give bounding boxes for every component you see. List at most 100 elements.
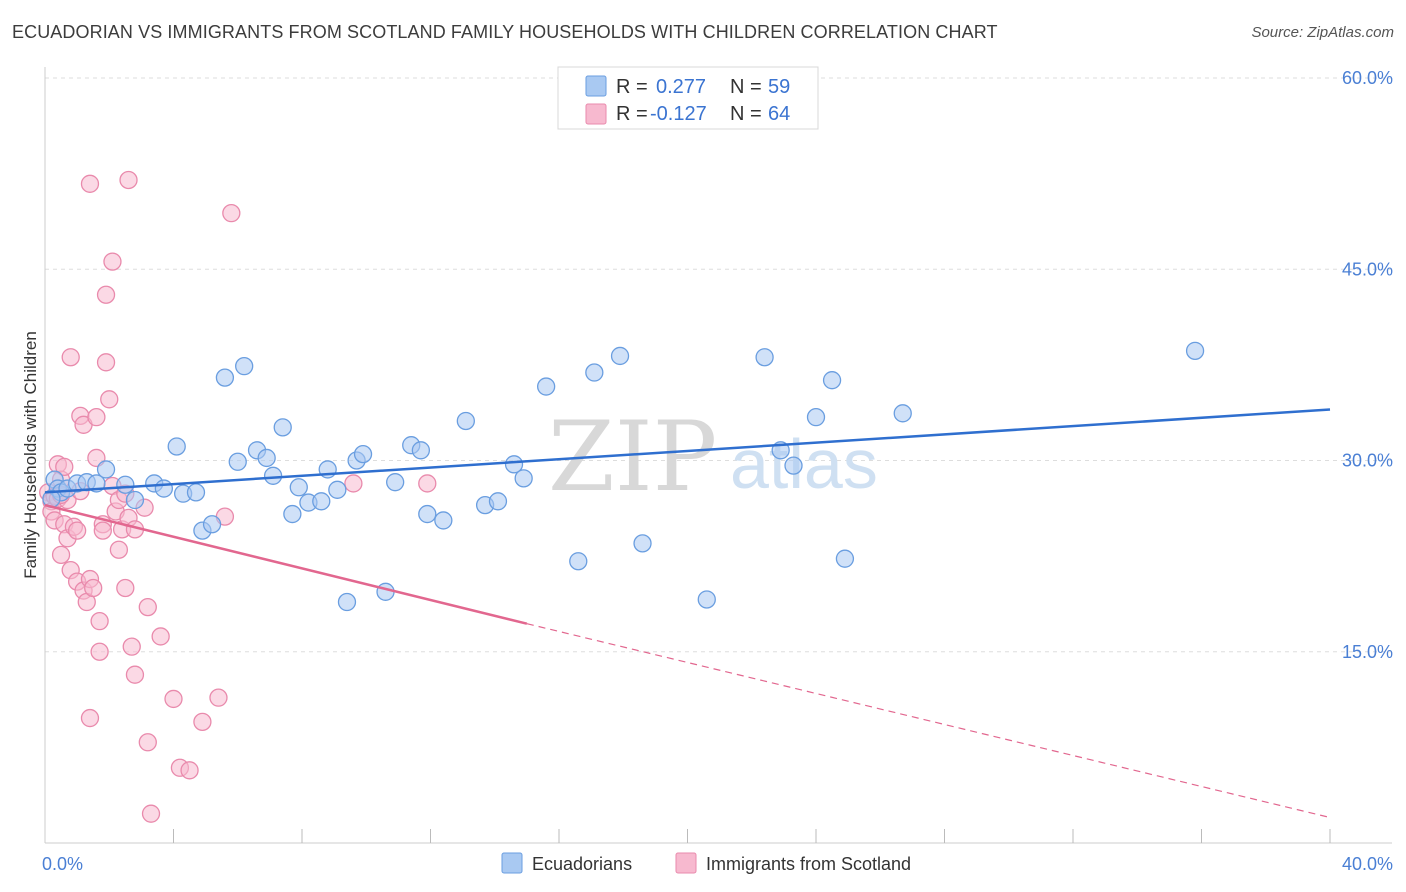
data-point	[344, 474, 363, 493]
trend-line-ecuadorians	[44, 408, 1331, 494]
data-point	[100, 390, 119, 409]
legend-bottom: Ecuadorians Immigrants from Scotland	[501, 852, 911, 874]
data-point	[167, 437, 186, 456]
data-point	[125, 665, 145, 684]
data-point	[154, 479, 174, 498]
data-point	[96, 353, 116, 372]
data-point	[235, 356, 254, 376]
data-point	[585, 363, 604, 382]
y-tick-label: 60.0%	[1342, 68, 1393, 88]
data-point	[222, 203, 241, 223]
y-tick-labels: 15.0% 30.0% 45.0% 60.0%	[1342, 68, 1393, 662]
data-point	[755, 348, 774, 367]
data-point	[80, 174, 100, 193]
data-point	[84, 578, 103, 598]
x-tick-labels: 0.0% 40.0%	[42, 854, 1393, 874]
data-point	[138, 597, 157, 617]
data-point	[514, 469, 533, 488]
data-point	[202, 515, 222, 534]
data-point	[103, 252, 122, 271]
watermark-atlas: atlas	[730, 425, 878, 503]
data-point	[138, 733, 157, 752]
data-point	[893, 404, 912, 423]
data-point	[569, 552, 588, 571]
data-point	[96, 460, 116, 479]
data-point	[273, 418, 292, 437]
data-point	[835, 549, 855, 568]
data-point	[90, 642, 109, 661]
data-point	[228, 452, 247, 471]
data-point	[806, 407, 826, 427]
data-point	[456, 411, 475, 431]
data-point	[125, 490, 145, 510]
data-point	[418, 504, 437, 524]
data-point	[633, 534, 652, 553]
trend-line-scotland	[44, 503, 528, 625]
data-point	[116, 475, 135, 494]
data-point	[186, 483, 206, 502]
data-point	[822, 371, 842, 390]
data-point	[1185, 341, 1205, 361]
legend-r-label-pink: R =	[616, 103, 648, 125]
legend-n-label-blue: N =	[730, 76, 762, 98]
data-point	[328, 480, 347, 499]
x-tick-label-max: 40.0%	[1342, 854, 1393, 874]
trend-line-scotland-extension	[526, 623, 1331, 819]
legend-bottom-swatch-scotland	[675, 852, 697, 874]
legend-swatch-pink	[585, 103, 607, 125]
data-point	[215, 368, 235, 387]
data-point	[411, 441, 431, 460]
data-point	[209, 688, 228, 707]
data-point	[90, 612, 109, 631]
watermark: ZIP atlas	[548, 401, 878, 513]
data-point	[418, 474, 437, 493]
y-tick-label: 30.0%	[1342, 451, 1393, 471]
legend-top: R = 0.277 N = 59 R = -0.127 N = 64	[557, 66, 819, 130]
source-label: Source: ZipAtlas.com	[1251, 24, 1394, 41]
data-point	[87, 407, 106, 427]
data-point	[537, 377, 556, 396]
data-point	[504, 455, 524, 474]
y-tick-label: 45.0%	[1342, 259, 1393, 279]
chart-title: ECUADORIAN VS IMMIGRANTS FROM SCOTLAND F…	[12, 22, 998, 42]
data-point	[386, 473, 405, 492]
data-point	[51, 545, 71, 564]
legend-swatch-blue	[585, 75, 607, 97]
data-point	[263, 466, 283, 485]
data-point	[151, 627, 170, 646]
data-point	[376, 582, 395, 601]
data-point	[109, 540, 129, 559]
data-point	[488, 492, 508, 511]
data-point	[141, 804, 161, 823]
legend-bottom-swatch-ecuadorians	[501, 852, 523, 874]
legend-r-value-blue: 0.277	[656, 76, 706, 98]
data-point	[353, 444, 373, 464]
data-point	[312, 492, 331, 511]
trend-lines	[44, 408, 1331, 819]
data-point	[610, 346, 630, 366]
data-point	[434, 511, 453, 530]
data-point	[337, 592, 357, 612]
data-point	[55, 457, 74, 477]
data-point	[257, 448, 276, 468]
data-point	[67, 521, 87, 540]
data-point	[180, 761, 199, 780]
data-point	[164, 689, 183, 709]
data-point	[193, 712, 212, 732]
legend-n-value-pink: 64	[768, 103, 790, 125]
data-point	[122, 637, 141, 656]
data-point	[80, 708, 100, 728]
data-point	[283, 504, 302, 524]
x-tick-label-min: 0.0%	[42, 854, 83, 874]
watermark-zip: ZIP	[548, 401, 717, 513]
axes	[44, 67, 1392, 844]
legend-n-value-blue: 59	[768, 76, 790, 98]
legend-n-label-pink: N =	[730, 103, 762, 125]
data-point	[289, 478, 308, 497]
data-point	[61, 348, 80, 367]
legend-r-label-blue: R =	[616, 76, 648, 98]
y-tick-label: 15.0%	[1342, 642, 1393, 662]
legend-bottom-ecuadorians: Ecuadorians	[532, 854, 632, 874]
legend-bottom-scotland: Immigrants from Scotland	[706, 854, 911, 874]
